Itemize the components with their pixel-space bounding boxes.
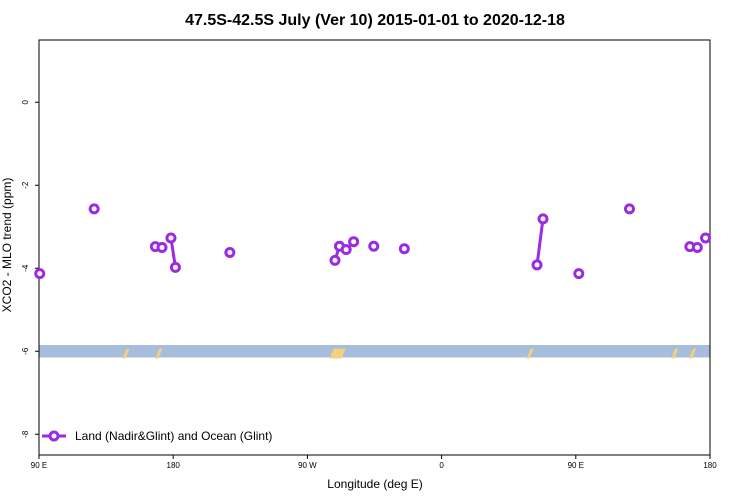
data-point: [623, 203, 635, 215]
land-patches: [122, 348, 697, 359]
x-tick-label: 90 W: [298, 461, 317, 470]
x-axis: 90 E 180 90 W 0 90 E 180: [31, 455, 717, 470]
data-point: [537, 213, 549, 225]
y-axis: 0 -2 -4 -6 -8: [21, 99, 39, 438]
land-patch: [155, 348, 163, 359]
y-tick-label: 0: [21, 99, 30, 104]
land-patch: [338, 348, 346, 359]
y-tick-label: -2: [21, 181, 30, 189]
background-band: [39, 345, 710, 358]
data-point: [573, 268, 585, 280]
x-tick-label: 180: [167, 461, 181, 470]
land-patch: [332, 348, 340, 359]
legend-label: Land (Nadir&Glint) and Ocean (Glint): [75, 429, 272, 443]
chart-title: 47.5S-42.5S July (Ver 10) 2015-01-01 to …: [185, 12, 565, 29]
data-point: [224, 246, 236, 258]
legend-marker-swatch: [48, 430, 60, 442]
series-layer: [34, 203, 712, 280]
y-axis-label: XCO2 - MLO trend (ppm): [0, 178, 14, 313]
x-tick-label: 180: [703, 461, 717, 470]
legend: Land (Nadir&Glint) and Ocean (Glint): [42, 429, 272, 443]
ocean-band: [39, 345, 710, 358]
data-point: [700, 232, 712, 244]
data-point: [531, 259, 543, 271]
data-point: [329, 254, 341, 266]
data-point: [348, 236, 360, 248]
data-point: [165, 232, 177, 244]
land-patch: [335, 348, 343, 359]
land-patch: [329, 348, 337, 359]
x-axis-label: Longitude (deg E): [327, 477, 422, 491]
data-point: [340, 244, 352, 256]
x-tick-label: 90 E: [31, 461, 47, 470]
x-tick-label: 0: [439, 461, 444, 470]
y-tick-label: -8: [21, 430, 30, 438]
data-point: [169, 261, 181, 273]
y-tick-label: -4: [21, 264, 30, 272]
data-point: [156, 242, 168, 253]
land-patch: [526, 348, 534, 359]
land-patch: [122, 348, 130, 359]
y-tick-label: -6: [21, 347, 30, 355]
data-point: [34, 268, 46, 280]
data-point: [691, 242, 703, 253]
x-tick-label: 90 E: [568, 461, 584, 470]
plot-frame: [38, 39, 711, 456]
land-patch: [689, 348, 697, 359]
data-point: [398, 243, 410, 255]
data-point: [368, 240, 380, 252]
data-point: [88, 203, 100, 215]
land-patch: [671, 348, 679, 359]
series-line-segment: [535, 218, 545, 266]
